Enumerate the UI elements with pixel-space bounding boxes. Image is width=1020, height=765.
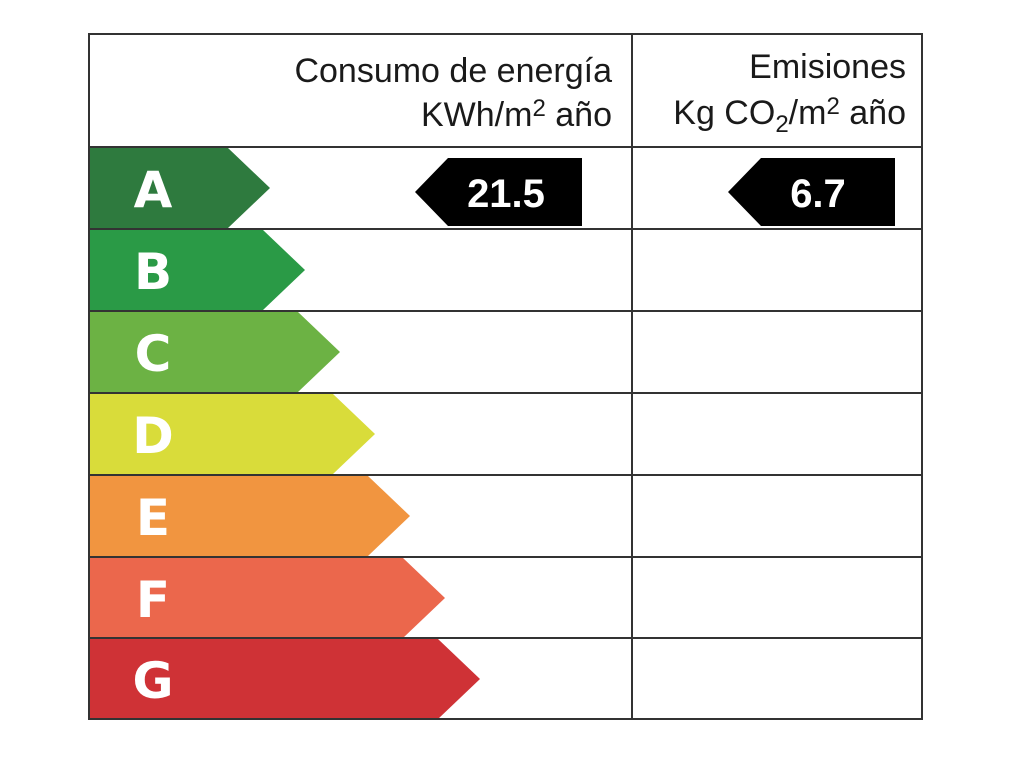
rating-arrow-g (90, 639, 480, 719)
rating-arrow-a (90, 148, 270, 228)
energy-title: Consumo de energía (294, 52, 612, 90)
emissions-indicator-shape (728, 158, 895, 226)
rating-arrow-b (90, 230, 305, 310)
table-grid (88, 33, 923, 720)
energy-unit: KWh/m2 año (421, 95, 612, 134)
rating-letter-a: A (134, 161, 173, 219)
rating-arrow-d (90, 394, 375, 474)
rating-letter-d: D (132, 407, 174, 465)
emissions-title: Emisiones (749, 48, 906, 86)
energy-indicator: 21.5 (415, 158, 582, 226)
rating-arrow-c (90, 312, 340, 392)
rating-arrow-e (90, 476, 410, 556)
emissions-value: 6.7 (790, 172, 846, 216)
rating-arrow-f (90, 558, 445, 638)
rating-letter-c: C (135, 325, 172, 383)
energy-indicator-shape (415, 158, 582, 226)
rating-letter-b: B (134, 243, 172, 301)
rating-letter-f: F (136, 571, 170, 629)
energy-value: 21.5 (467, 172, 545, 216)
rating-letter-g: G (132, 652, 173, 710)
emissions-unit: Kg CO2/m2 año (673, 93, 906, 138)
rating-letter-e: E (136, 489, 170, 547)
emissions-indicator: 6.7 (728, 158, 895, 226)
